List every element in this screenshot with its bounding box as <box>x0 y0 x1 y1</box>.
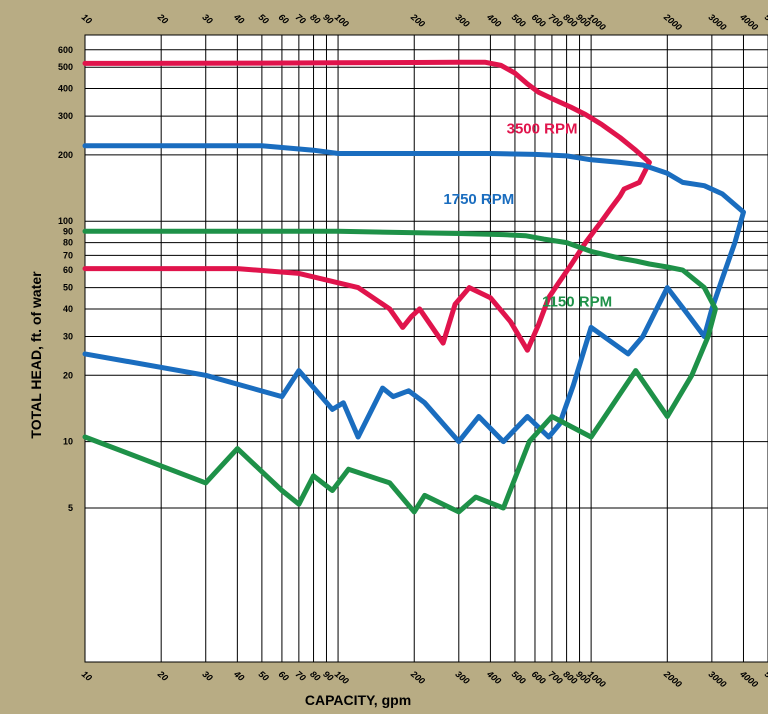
top-x-tick-30: 30 <box>200 12 214 26</box>
bottom-x-tick-70: 70 <box>294 669 308 683</box>
series-lines <box>82 59 746 515</box>
x-axis-label: CAPACITY, gpm <box>305 692 411 708</box>
y-tick-50: 50 <box>63 283 73 293</box>
y-tick-90: 90 <box>63 226 73 236</box>
y-tick-300: 300 <box>58 111 73 121</box>
top-x-tick-60: 60 <box>277 12 291 26</box>
y-tick-500: 500 <box>58 62 73 72</box>
annotation-rpm-3500: 3500 RPM <box>507 121 578 138</box>
annotation-rpm-1150: 1150 RPM <box>542 294 612 311</box>
y-tick-10: 10 <box>63 437 73 447</box>
top-x-tick-90: 90 <box>321 12 335 26</box>
top-x-tick-50: 50 <box>257 12 271 26</box>
y-tick-200: 200 <box>58 150 73 160</box>
bottom-x-tick-90: 90 <box>321 669 335 683</box>
y-tick-100: 100 <box>58 216 73 226</box>
series-line-rpm-1750 <box>82 143 746 445</box>
y-tick-600: 600 <box>58 45 73 55</box>
plot-area <box>84 34 768 663</box>
bottom-x-tick-80: 80 <box>308 669 322 683</box>
bottom-x-tick-30: 30 <box>200 669 214 683</box>
top-x-tick-80: 80 <box>308 12 322 26</box>
y-tick-60: 60 <box>63 265 73 275</box>
annotation-rpm-1750: 1750 RPM <box>443 191 514 208</box>
y-tick-70: 70 <box>63 250 73 260</box>
y-tick-400: 400 <box>58 84 73 94</box>
bottom-x-tick-10: 10 <box>80 669 94 683</box>
bottom-x-tick-60: 60 <box>277 669 291 683</box>
y-tick-80: 80 <box>63 238 73 248</box>
y-tick-30: 30 <box>63 331 73 341</box>
curve-annotations: 3500 RPM 1750 RPM 1150 RPM <box>443 121 612 311</box>
y-tick-5: 5 <box>68 503 73 513</box>
top-x-tick-70: 70 <box>294 12 308 26</box>
grid-lines <box>84 35 768 662</box>
top-x-tick-10: 10 <box>80 12 94 26</box>
y-axis-label: TOTAL HEAD, ft. of water <box>28 271 44 439</box>
series-line-rpm-3500 <box>82 59 652 353</box>
y-tick-20: 20 <box>63 370 73 380</box>
series-line-rpm-1150 <box>82 228 718 515</box>
y-tick-40: 40 <box>63 304 73 314</box>
bottom-x-tick-50: 50 <box>257 669 271 683</box>
